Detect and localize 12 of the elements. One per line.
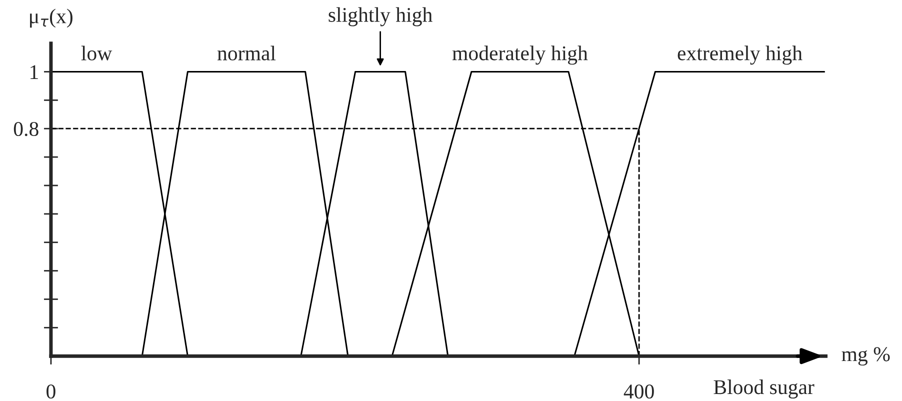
y-axis-title: μ$_{τ}$(x) — [30, 8, 72, 28]
series-label: extremely high — [678, 46, 802, 65]
x-tick-label: 0 — [46, 384, 56, 399]
y-tick-label: 1 — [30, 65, 38, 79]
text: mg % — [842, 347, 890, 366]
x-axis-title: Blood sugar — [714, 380, 814, 398]
series-label: moderately high — [452, 46, 588, 65]
text: slightly high — [328, 7, 432, 26]
y-tick-label: 0.8 — [14, 122, 38, 136]
series-label: normal — [217, 46, 276, 60]
x-tick-label: 400 — [624, 384, 654, 399]
series-label: low — [81, 46, 112, 60]
